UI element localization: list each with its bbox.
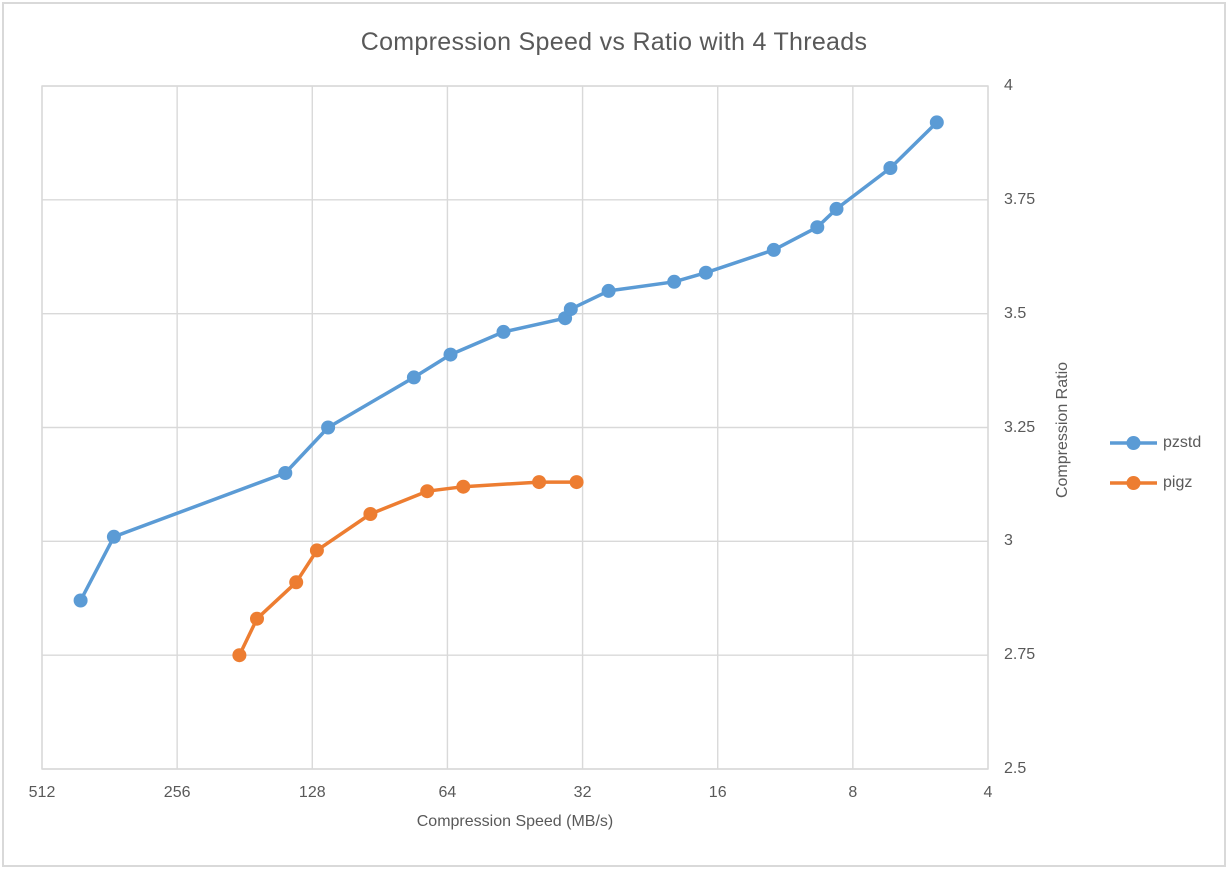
data-point-pzstd[interactable]: [698, 265, 713, 280]
x-tick-label: 8: [848, 784, 858, 801]
y-tick-label: 3.5: [1004, 304, 1027, 322]
data-point-pzstd[interactable]: [810, 220, 825, 235]
data-point-pzstd[interactable]: [929, 115, 944, 130]
y-tick-label: 2.5: [1004, 760, 1027, 777]
x-tick-label: 256: [163, 784, 191, 801]
legend-marker-icon: [1110, 436, 1157, 450]
chart-title: Compression Speed vs Ratio with 4 Thread…: [360, 28, 868, 56]
data-point-pzstd[interactable]: [106, 529, 121, 544]
data-point-pigz[interactable]: [232, 648, 247, 663]
data-point-pzstd[interactable]: [496, 324, 511, 339]
y-tick-label: 3.75: [1004, 190, 1036, 208]
data-point-pzstd[interactable]: [883, 161, 898, 175]
legend-marker-icon: [1110, 476, 1157, 490]
x-tick-label: 64: [438, 784, 457, 801]
data-point-pzstd[interactable]: [601, 283, 616, 298]
y-tick-label: 2.75: [1004, 646, 1036, 664]
legend: pzstd pigz: [1110, 423, 1201, 503]
x-tick-label: 32: [573, 784, 592, 801]
y-tick-label: 4: [1004, 77, 1013, 94]
y-axis-title: Compression Ratio: [1054, 361, 1071, 499]
data-point-pigz[interactable]: [532, 475, 547, 490]
data-point-pigz[interactable]: [289, 575, 304, 590]
data-point-pigz[interactable]: [309, 543, 324, 558]
x-axis-title: Compression Speed (MB/s): [416, 813, 614, 830]
y-tick-label: 3: [1004, 532, 1013, 550]
legend-item-pzstd[interactable]: pzstd: [1110, 423, 1201, 463]
data-point-pzstd[interactable]: [563, 302, 578, 317]
x-tick-label: 128: [298, 784, 326, 801]
plot-border: [41, 85, 989, 770]
series-line-pigz[interactable]: [237, 480, 579, 657]
legend-item-pigz[interactable]: pigz: [1110, 463, 1201, 503]
data-point-pzstd[interactable]: [667, 274, 682, 289]
data-point-pzstd[interactable]: [278, 466, 293, 480]
data-point-pigz[interactable]: [250, 611, 264, 626]
data-point-pzstd[interactable]: [766, 242, 781, 257]
x-tick-label: 16: [708, 784, 727, 801]
data-point-pigz[interactable]: [569, 475, 584, 490]
data-point-pigz[interactable]: [456, 479, 471, 494]
legend-label: pzstd: [1163, 434, 1202, 451]
x-tick-label: 4: [983, 784, 993, 801]
data-point-pzstd[interactable]: [321, 420, 336, 435]
legend-label: pigz: [1163, 474, 1193, 491]
data-point-pzstd[interactable]: [406, 370, 421, 385]
data-point-pigz[interactable]: [420, 484, 435, 499]
data-point-pzstd[interactable]: [443, 347, 458, 362]
series-line-pzstd[interactable]: [78, 120, 939, 603]
x-tick-label: 512: [28, 784, 56, 801]
data-point-pigz[interactable]: [363, 507, 378, 521]
data-point-pzstd[interactable]: [829, 201, 844, 216]
data-point-pzstd[interactable]: [73, 593, 88, 608]
y-tick-label: 3.25: [1004, 418, 1036, 436]
